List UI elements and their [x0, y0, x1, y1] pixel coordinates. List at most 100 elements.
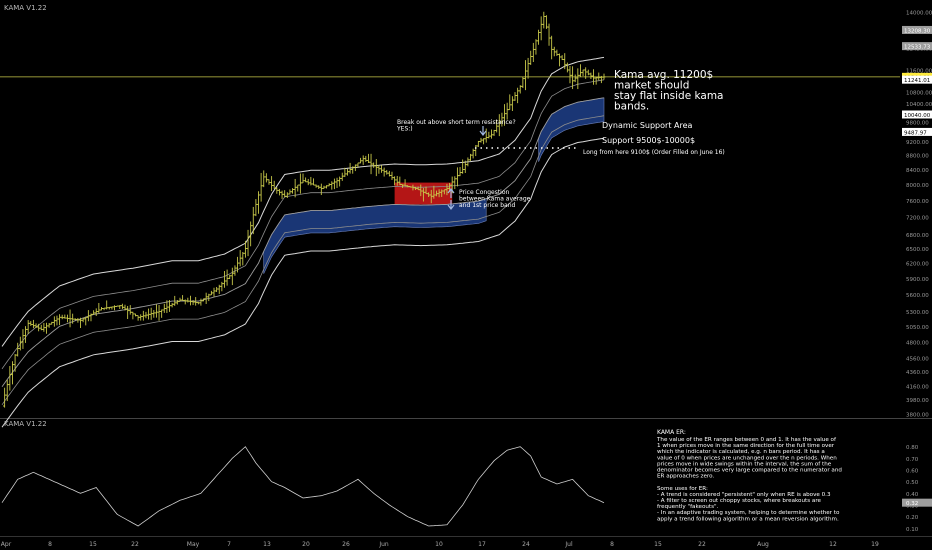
x-tick-label: Apr — [1, 541, 12, 548]
er-desc-line: frequently "fakeouts". — [657, 504, 719, 510]
price-tick-label: 6500.00 — [906, 247, 929, 253]
breakout-arrow-icon — [479, 126, 487, 136]
price-tick-label: 5600.00 — [906, 293, 929, 299]
price-tick-label: 10400.00 — [906, 102, 932, 108]
er-tick-label: 0.80 — [906, 445, 919, 451]
note-kama-avg: Kama avg. 11200$ — [614, 69, 713, 81]
er-tick-label: 0.20 — [906, 515, 919, 521]
er-desc-line: apply a trend following algorithm or a m… — [657, 516, 839, 522]
er-desc-line: denominator becomes very large compared … — [657, 468, 842, 474]
note-congestion: and 1st price band — [459, 202, 516, 209]
x-tick-label: 7 — [227, 541, 231, 548]
x-tick-label: 15 — [89, 541, 97, 548]
x-tick-label: May — [187, 541, 200, 548]
price-tick-label: 4360.00 — [906, 370, 929, 376]
price-badge-label: 10040.00 — [904, 113, 931, 119]
price-indicator-label: KAMA V1.22 — [4, 4, 47, 12]
congestion-arrow-down-icon — [447, 200, 455, 210]
x-tick-label: Jul — [564, 541, 573, 548]
x-tick-label: 12 — [829, 541, 837, 548]
x-tick-label: 24 — [522, 541, 530, 548]
note-breakout: Break out above short term resistance? — [397, 119, 516, 126]
note-breakout: YES:) — [396, 126, 413, 133]
price-tick-label: 6200.00 — [906, 262, 929, 268]
er-desc-line: prices move in wide swings within the in… — [657, 461, 832, 467]
annotations: KAMA V1.22 KAMA V1.22 Kama avg. 11200$mark… — [4, 4, 842, 522]
x-tick-label: 15 — [654, 541, 662, 548]
price-tick-label: 8400.00 — [906, 168, 929, 174]
price-tick-label: 4160.00 — [906, 385, 929, 391]
er-desc-line: - A filter to screen out choppy stocks, … — [657, 498, 821, 504]
price-tick-label: 11600.00 — [906, 68, 932, 74]
x-tick-label: 17 — [478, 541, 486, 548]
note-kama-avg: stay flat inside kama — [614, 90, 724, 102]
note-kama-avg: market should — [614, 80, 689, 92]
x-tick-label: Jun — [378, 541, 389, 548]
er-series — [1, 446, 605, 527]
price-axis: 14000.0012450.0011600.0010800.0010400.00… — [0, 11, 932, 548]
note-support-range: Support 9500$-10000$ — [602, 136, 695, 145]
x-tick-label: 26 — [342, 541, 350, 548]
x-tick-label: 22 — [131, 541, 139, 548]
price-tick-label: 9200.00 — [906, 140, 929, 146]
er-badge — [902, 498, 932, 507]
grid — [0, 418, 932, 537]
price-badge-label: 11241.01 — [904, 78, 930, 84]
x-tick-label: 19 — [871, 541, 879, 548]
lower-band-2 — [1, 137, 605, 428]
x-tick-label: 8 — [48, 541, 52, 548]
price-tick-label: 10800.00 — [906, 90, 932, 96]
price-tick-label: 3800.00 — [906, 413, 929, 419]
upper-band-1 — [1, 79, 605, 370]
er-tick-label: 0.70 — [906, 457, 919, 463]
note-congestion: Price Congestion — [459, 189, 510, 196]
er-tick-label: 0.60 — [906, 469, 919, 475]
x-tick-label: 22 — [698, 541, 706, 548]
kama-bands — [1, 56, 605, 428]
price-badge — [902, 25, 932, 34]
er-desc-line: which the indicator is calculated, e.g. … — [657, 449, 825, 455]
price-tick-label: 5900.00 — [906, 277, 929, 283]
note-congestion: between Kama average — [459, 196, 531, 203]
er-indicator-label: KAMA V1.22 — [4, 420, 47, 428]
upper-band-2 — [1, 56, 605, 347]
price-tick-label: 5050.00 — [906, 325, 929, 331]
er-tick-label: 0.10 — [906, 527, 919, 533]
note-kama-avg: bands. — [614, 101, 649, 113]
price-tick-label: 8800.00 — [906, 154, 929, 160]
x-tick-label: 20 — [302, 541, 310, 548]
price-tick-label: 7600.00 — [906, 199, 929, 205]
er-badge-label: 0.32 — [906, 501, 918, 507]
price-tick-label: 4800.00 — [906, 340, 929, 346]
price-tick-label: 6800.00 — [906, 233, 929, 239]
x-tick-label: Aug — [757, 541, 769, 548]
price-tick-label: 8000.00 — [906, 183, 929, 189]
price-badge — [902, 127, 932, 136]
x-tick-label: 13 — [263, 541, 271, 548]
er-desc-line: value of 0 when prices are unchanged ove… — [657, 455, 837, 461]
er-desc-line: Some uses for ER: — [657, 486, 708, 492]
er-desc-line: - In an adaptive trading system, helping… — [657, 510, 840, 516]
er-desc-line: - A trend is considered "persistent" onl… — [657, 492, 831, 498]
x-tick-label: 10 — [435, 541, 443, 548]
er-tick-label: 0.50 — [906, 480, 919, 486]
congestion-arrow-up-icon — [447, 188, 455, 198]
note-support-area: Dynamic Support Area — [602, 121, 693, 130]
price-tick-label: 14000.00 — [906, 11, 932, 17]
price-badge — [902, 110, 932, 119]
price-badge — [902, 75, 932, 84]
support-area-1 — [263, 198, 487, 274]
price-badge-label: 9487.97 — [904, 130, 927, 136]
price-tick-label: 4560.00 — [906, 356, 929, 362]
kama-line — [1, 97, 605, 388]
er-desc-title: KAMA ER: — [657, 429, 686, 436]
price-tick-label: 3980.00 — [906, 398, 929, 404]
er-desc-line: 1 when prices move in the same direction… — [657, 443, 835, 449]
lower-band-1 — [1, 115, 605, 406]
x-tick-label: 8 — [610, 541, 614, 548]
price-tick-label: 7200.00 — [906, 215, 929, 221]
price-tick-label: 5300.00 — [906, 310, 929, 316]
er-tick-label: 0.40 — [906, 492, 919, 498]
er-desc-line: ER approaches zero. — [657, 474, 714, 480]
